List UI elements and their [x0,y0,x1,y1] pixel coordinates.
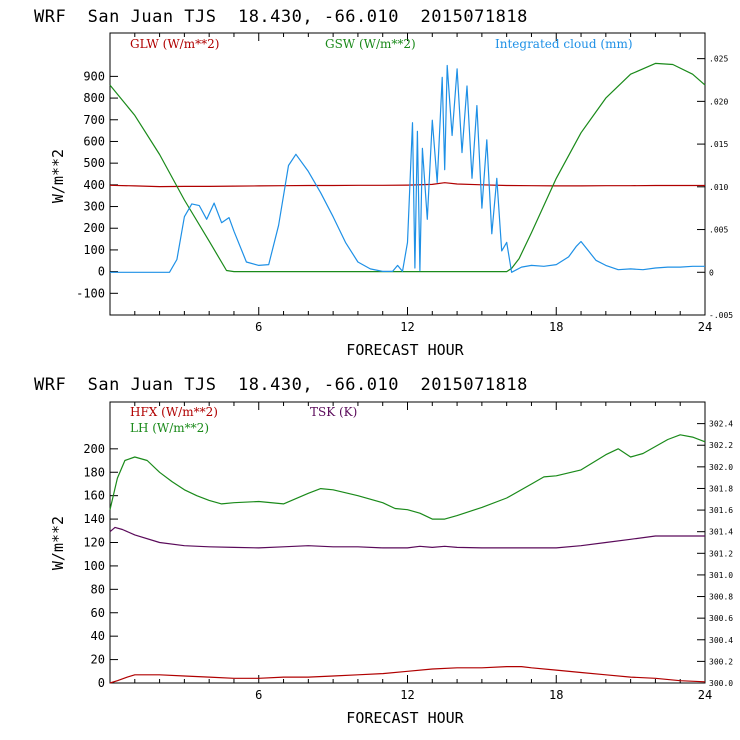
chart-top-legend-entry-1: GSW (W/m**2) [325,37,416,51]
chart-bottom-y2tick-label: 302.2 [709,441,733,450]
chart-top-series-line-2 [110,64,705,273]
chart-top-series-line-1 [109,62,706,273]
chart-bottom-ytick-label: 20 [91,653,105,667]
chart-top-ytick-label: 400 [83,178,105,192]
chart-bottom-y2tick-label: 301.8 [709,484,733,493]
chart-bottom-y2tick-label: 300.6 [709,614,733,623]
chart-bottom-ytick-label: 200 [83,442,105,456]
chart-bottom: WRF San Juan TJS 18.430, -66.010 2015071… [34,375,733,727]
chart-bottom-xtick-label: 12 [400,688,414,702]
chart-bottom-ytick-label: 100 [83,559,105,573]
chart-bottom-series-line-0 [109,665,706,684]
chart-bottom-y2tick-label: 300.2 [709,657,733,666]
chart-top-y2tick-label: .015 [709,140,728,149]
chart-bottom-xtick-label: 18 [549,688,563,702]
chart-top-ytick-label: 100 [83,243,105,257]
chart-bottom-ytick-label: 80 [91,582,105,596]
chart-top-y2tick-label: 0 [709,268,714,277]
chart-top-xlabel: FORECAST HOUR [346,341,464,359]
chart-bottom-legend-entry-1: LH (W/m**2) [130,421,209,435]
chart-top-y2tick-label: -.005 [709,311,733,320]
chart-bottom-ytick-label: 140 [83,512,105,526]
chart-top-xtick-label: 24 [698,320,712,334]
chart-top-title: WRF San Juan TJS 18.430, -66.010 2015071… [34,7,528,27]
chart-top-xtick-label: 6 [255,320,262,334]
chart-top-xtick-label: 12 [400,320,414,334]
chart-bottom-y2tick-label: 301.6 [709,506,733,515]
chart-bottom-series-line-1 [109,434,706,520]
chart-top-ytick-label: 800 [83,91,105,105]
chart-top-y2tick-label: .020 [709,97,728,106]
chart-bottom-y2tick-label: 302.0 [709,463,733,472]
chart-top-series-line-0 [109,182,705,188]
chart-bottom-y2tick-label: 302.4 [709,420,733,429]
chart-bottom-y2tick-label: 301.2 [709,549,733,558]
chart-bottom-xtick-label: 24 [698,688,712,702]
chart-top-y2tick-label: .025 [709,55,728,64]
chart-top-y2tick-label: .010 [709,183,728,192]
chart-top-ytick-label: 600 [83,134,105,148]
chart-top-ytick-label: 700 [83,113,105,127]
chart-top-ytick-label: 300 [83,200,105,214]
chart-bottom-legend-entry-0: HFX (W/m**2) [130,405,218,419]
chart-top-ytick-label: -100 [76,286,105,300]
chart-bottom-y2tick-label: 301.4 [709,528,733,537]
chart-top: WRF San Juan TJS 18.430, -66.010 2015071… [34,7,733,359]
chart-top-y2tick-label: .005 [709,226,728,235]
chart-bottom-series-line-2 [109,526,705,549]
chart-bottom-xlabel: FORECAST HOUR [346,709,464,727]
chart-bottom-xtick-label: 6 [255,688,262,702]
chart-bottom-ylabel: W/m**2 [49,516,67,570]
chart-bottom-ytick-label: 160 [83,489,105,503]
chart-bottom-y2tick-label: 301.0 [709,571,733,580]
chart-bottom-ytick-label: 120 [83,536,105,550]
chart-bottom-legend-entry-2: TSK (K) [310,405,357,419]
chart-bottom-ytick-label: 60 [91,606,105,620]
chart-bottom-title: WRF San Juan TJS 18.430, -66.010 2015071… [34,375,528,395]
chart-top-ytick-label: 500 [83,156,105,170]
chart-bottom-frame [109,401,706,684]
chart-top-ylabel: W/m**2 [49,149,67,203]
chart-bottom-y2tick-label: 300.4 [709,636,733,645]
chart-top-legend-entry-2: Integrated cloud (mm) [495,37,633,51]
chart-bottom-y2tick-label: 300.8 [709,593,733,602]
chart-top-frame [109,32,706,316]
chart-top-legend-entry-0: GLW (W/m**2) [130,37,219,51]
chart-top-ytick-label: 900 [83,69,105,83]
chart-bottom-ytick-label: 40 [91,629,105,643]
chart-top-xtick-label: 18 [549,320,563,334]
chart-bottom-ytick-label: 0 [98,676,105,690]
chart-bottom-y2tick-label: 300.0 [709,679,733,688]
chart-top-ytick-label: 0 [98,265,105,279]
chart-bottom-ytick-label: 180 [83,465,105,479]
chart-top-ytick-label: 200 [83,221,105,235]
